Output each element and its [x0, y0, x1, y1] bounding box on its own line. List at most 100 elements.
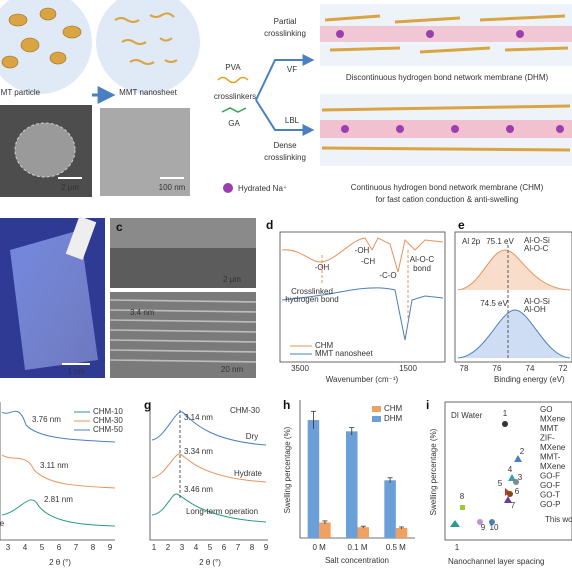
annotation: 2.81 nm [44, 495, 73, 504]
lbl-arrow [255, 99, 315, 136]
legend-text: GO [540, 405, 552, 414]
fringe [109, 359, 257, 363]
annotation: -OH [355, 246, 370, 255]
panel-label: g [144, 398, 151, 412]
x-tick-label: 1500 [399, 364, 417, 373]
blob [20, 37, 40, 53]
axes [299, 400, 415, 539]
annotation: Dry [246, 432, 258, 441]
chm-channel [320, 120, 572, 138]
point [489, 519, 495, 525]
chm-sheets [321, 104, 571, 152]
panel-label: c [116, 220, 123, 234]
sem-surface [110, 218, 256, 248]
annotation: Al-O-Si [524, 236, 550, 245]
point [477, 519, 483, 525]
x-tick-label: 9 [108, 543, 113, 552]
ion [396, 125, 404, 133]
xrd-curve [151, 411, 267, 446]
annotation: Hydrate [234, 469, 263, 478]
panel-label: h [283, 398, 290, 412]
xrd-curve [151, 453, 267, 483]
x-axis-label: Nanochannel layer spacing [448, 557, 545, 566]
ion [451, 125, 459, 133]
chm-peak [457, 249, 571, 291]
scale-label: 1 cm [67, 367, 85, 376]
sheet [321, 104, 571, 112]
sheet [164, 59, 178, 63]
mmt-peak [457, 309, 571, 359]
x-tick-label: 7 [74, 543, 79, 552]
sheet [504, 46, 569, 52]
legend-text: DHM [384, 414, 403, 423]
x-tick-label: 6 [57, 543, 62, 552]
fringe [109, 319, 257, 323]
sheet [329, 46, 401, 52]
label: crosslinking [264, 29, 306, 38]
label: LBL [285, 116, 300, 125]
annotation: Al 2p [462, 237, 481, 246]
label: crosslinkers [214, 92, 256, 101]
sheet [419, 46, 491, 54]
legend-text: CHM-50 [93, 425, 123, 434]
annotation: CHM-30 [230, 406, 260, 415]
label: GA [228, 119, 240, 128]
annotation: 3.76 nm [32, 415, 61, 424]
bar [384, 480, 396, 538]
ion [516, 30, 524, 38]
legend-text: MXene [540, 415, 566, 424]
panel-label: e [458, 218, 465, 232]
point [460, 505, 465, 510]
point-label: 9 [481, 523, 486, 532]
annotation: -OH [315, 263, 330, 272]
vf-arrow [255, 54, 315, 101]
annotation: 3.34 nm [184, 447, 213, 456]
ion [426, 30, 434, 38]
ion [336, 30, 344, 38]
membrane-caption: Discontinuous hydrogen bond network memb… [346, 73, 549, 82]
x-axis-label: Binding energy (eV) [494, 375, 565, 384]
x-axis-label: Salt concentration [325, 556, 389, 565]
blob [8, 13, 28, 27]
legend-text: Hydrated Na⁺ [238, 184, 287, 193]
x-tick-label: 5 [40, 543, 45, 552]
xrd-curve [151, 493, 267, 523]
nanosheets [114, 12, 178, 65]
caption: MMT particle [0, 88, 41, 97]
point [514, 455, 522, 462]
point-label: 8 [460, 492, 465, 501]
chm-spectrum [281, 237, 444, 273]
annotation: Al-O-C [410, 255, 435, 264]
x-tick-label: 2 [166, 543, 171, 552]
bar [395, 527, 408, 538]
dhm-sheets [324, 14, 569, 54]
fringe [109, 349, 257, 353]
sheet [121, 39, 147, 45]
legend-swatch [372, 416, 381, 422]
annotation: DI Water [451, 411, 483, 420]
fringe [109, 299, 257, 303]
legend-text: MMT nanosheet [315, 349, 373, 358]
scale-label: 2 μm [61, 183, 79, 192]
blob [62, 25, 82, 39]
pva-chain [217, 76, 249, 84]
annotation: Al-O-Si [524, 297, 550, 306]
point-label: 6 [515, 487, 520, 496]
x-axis-label: 2 θ (°) [199, 558, 221, 567]
legend-text: GO-F [540, 481, 560, 490]
point-label: 7 [511, 501, 516, 510]
legend-text: GO-F [540, 472, 560, 481]
plot-frame [454, 231, 572, 363]
axes [149, 402, 268, 541]
legend-text: CHM-30 [93, 416, 123, 425]
x-tick-label: 5 [208, 543, 213, 552]
nanosheet-bubble [96, 0, 200, 94]
annotation: Crosslinked [291, 287, 333, 296]
x-tick-label: 0 M [312, 543, 326, 552]
bar [346, 431, 358, 538]
xrd-curve [1, 454, 116, 489]
blob [1, 55, 19, 69]
x-tick-label: 3 [6, 543, 11, 552]
